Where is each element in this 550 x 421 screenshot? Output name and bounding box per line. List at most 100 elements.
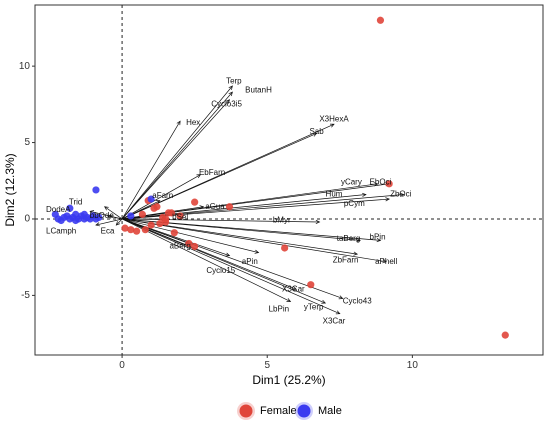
y-tick-label: 10 xyxy=(19,61,31,72)
legend-key-male xyxy=(297,404,311,418)
loading-arrowhead xyxy=(329,123,335,128)
loading-arrowhead xyxy=(155,200,161,204)
score-point-female xyxy=(138,210,147,218)
score-point-male xyxy=(57,216,65,225)
loading-label: bMyr xyxy=(273,216,291,225)
loading-label: aBerg xyxy=(169,242,190,251)
loading-label: aGua xyxy=(205,202,225,211)
loading-arrow xyxy=(122,218,387,263)
loading-label: yTerp xyxy=(304,303,324,312)
loading-label: ZbFarn xyxy=(333,255,359,264)
loading-arrowhead xyxy=(356,238,361,243)
loading-label: EbOci xyxy=(370,177,392,186)
x-tick-label: 0 xyxy=(119,360,125,371)
loading-arrow xyxy=(121,85,233,220)
loading-arrow xyxy=(104,206,123,220)
score-point-female xyxy=(376,16,385,24)
loading-label: LbPin xyxy=(269,304,289,313)
score-point-female xyxy=(191,198,199,206)
loading-label: Cyclo3i5 xyxy=(211,99,242,108)
loading-label: Hex xyxy=(186,118,200,127)
loading-label: taBerg xyxy=(337,234,361,243)
legend: Female Male xyxy=(237,402,342,420)
score-point-female xyxy=(281,244,289,252)
score-points xyxy=(51,16,509,339)
loading-label: Hum xyxy=(326,190,343,199)
loading-arrow xyxy=(121,91,233,220)
loading-arrowhead xyxy=(362,192,367,197)
loading-label: bSel xyxy=(172,213,188,222)
loading-label: Sab xyxy=(309,127,324,136)
loading-arrow xyxy=(122,206,204,220)
loading-arrowhead xyxy=(312,132,318,137)
score-point-female xyxy=(385,180,393,188)
loading-label: ZbOci xyxy=(390,190,412,199)
y-tick-label: 0 xyxy=(24,214,30,225)
loading-label: Cyclo43 xyxy=(343,297,372,306)
loading-arrowhead xyxy=(95,222,100,227)
loading-arrowhead xyxy=(176,120,181,126)
loading-label: Terp xyxy=(226,77,242,86)
loading-label: bbOde xyxy=(90,211,115,220)
score-point-female xyxy=(167,209,176,217)
score-point-female xyxy=(225,203,234,211)
loading-label: aPin xyxy=(242,257,258,266)
loading-arrow xyxy=(121,99,230,220)
loading-arrow xyxy=(121,218,340,315)
axis-ticks: 0 5 10 -5 0 5 10 xyxy=(19,61,418,371)
score-point-female xyxy=(150,204,158,212)
plot-panel xyxy=(34,4,544,356)
loading-arrowhead xyxy=(225,252,231,257)
loading-arrowhead xyxy=(104,206,109,211)
loading-arrowhead xyxy=(115,221,121,226)
loading-label: bPin xyxy=(370,232,386,241)
loading-label: ButanH xyxy=(245,86,272,95)
loading-label: Cyclo15 xyxy=(206,266,235,275)
x-axis-title: Dim1 (25.2%) xyxy=(252,373,325,387)
loading-arrowhead xyxy=(292,286,298,290)
loading-arrow xyxy=(121,218,291,302)
loading-arrowhead xyxy=(196,174,202,179)
reference-lines xyxy=(35,5,543,355)
loading-label: yCary xyxy=(341,177,362,186)
loading-arrowhead xyxy=(228,91,233,97)
loading-arrow xyxy=(122,218,320,223)
loading-arrowhead xyxy=(106,214,112,219)
score-point-female xyxy=(501,331,509,339)
loading-arrow xyxy=(107,215,123,220)
loading-arrow xyxy=(121,218,343,299)
score-point-female xyxy=(121,224,129,232)
loading-label: Trid xyxy=(69,197,82,206)
loading-arrowhead xyxy=(228,85,233,90)
loading-arrow xyxy=(121,174,201,220)
score-point-male xyxy=(92,186,100,194)
x-tick-label: 10 xyxy=(407,360,419,371)
score-point-male xyxy=(66,204,74,212)
score-point-female xyxy=(162,215,170,223)
score-point-female xyxy=(133,227,141,235)
loading-arrow xyxy=(121,120,181,220)
loading-arrowhead xyxy=(225,99,231,104)
y-tick-label: -5 xyxy=(21,290,30,301)
x-tick-label: 5 xyxy=(264,360,270,371)
loading-label: Eca xyxy=(101,226,115,235)
score-point-male xyxy=(147,195,155,203)
y-tick-label: 5 xyxy=(24,137,30,148)
score-point-male xyxy=(95,213,103,222)
score-point-male xyxy=(127,212,135,220)
score-point-female xyxy=(176,212,184,220)
loading-arrowhead xyxy=(376,238,382,243)
loading-arrow xyxy=(95,218,123,226)
loading-label: DodeA xyxy=(46,205,71,214)
score-point-female xyxy=(191,242,199,251)
loading-arrowhead xyxy=(353,251,359,256)
loading-arrow xyxy=(122,218,259,253)
legend-label-male: Male xyxy=(318,405,342,417)
y-axis-title: Dim2 (12.3%) xyxy=(3,153,17,226)
loading-label: aPhell xyxy=(375,257,397,266)
loading-label: pCym xyxy=(344,199,365,208)
loading-arrow xyxy=(121,218,326,304)
loading-arrowhead xyxy=(315,219,321,225)
loading-arrowhead xyxy=(286,298,292,302)
